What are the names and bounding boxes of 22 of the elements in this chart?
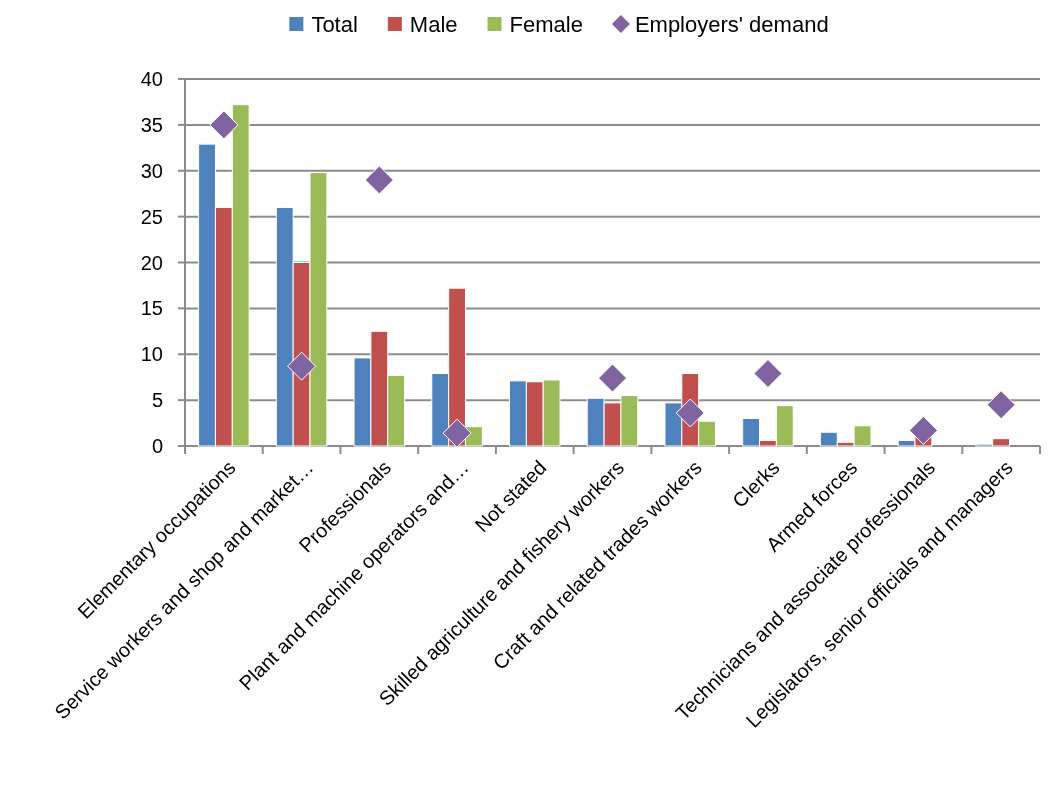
point <box>675 398 705 428</box>
legend-label: Total <box>311 11 358 37</box>
point <box>209 110 239 140</box>
y-tick-label: 35 <box>140 113 163 136</box>
y-tick-label: 40 <box>140 68 163 90</box>
y-tick-label: 15 <box>140 297 163 320</box>
point <box>908 415 938 445</box>
legend-label: Male <box>409 11 458 37</box>
y-tick-label: 10 <box>140 343 163 366</box>
point <box>364 165 394 195</box>
point <box>753 359 783 389</box>
y-tick-label: 5 <box>151 389 163 412</box>
point <box>287 351 317 381</box>
point <box>986 390 1016 420</box>
y-tick-label: 20 <box>140 251 163 274</box>
point <box>598 363 627 393</box>
legend-label: Female <box>509 11 583 37</box>
legend-label: Employers' demand <box>634 11 829 37</box>
y-tick-label: 25 <box>140 205 163 228</box>
y-tick-label: 30 <box>140 159 163 182</box>
y-tick-label: 0 <box>151 435 163 457</box>
point <box>442 418 472 448</box>
